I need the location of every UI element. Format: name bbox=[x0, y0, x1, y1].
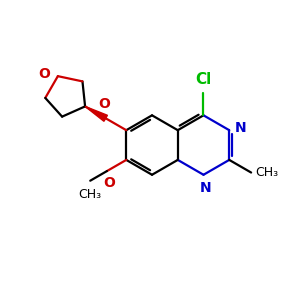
Text: CH₃: CH₃ bbox=[255, 166, 278, 179]
Polygon shape bbox=[85, 106, 107, 121]
Text: O: O bbox=[98, 98, 109, 111]
Text: N: N bbox=[200, 181, 211, 195]
Text: Cl: Cl bbox=[195, 72, 212, 87]
Text: CH₃: CH₃ bbox=[79, 188, 102, 201]
Text: O: O bbox=[103, 176, 115, 190]
Text: N: N bbox=[235, 121, 247, 135]
Text: O: O bbox=[38, 67, 50, 81]
